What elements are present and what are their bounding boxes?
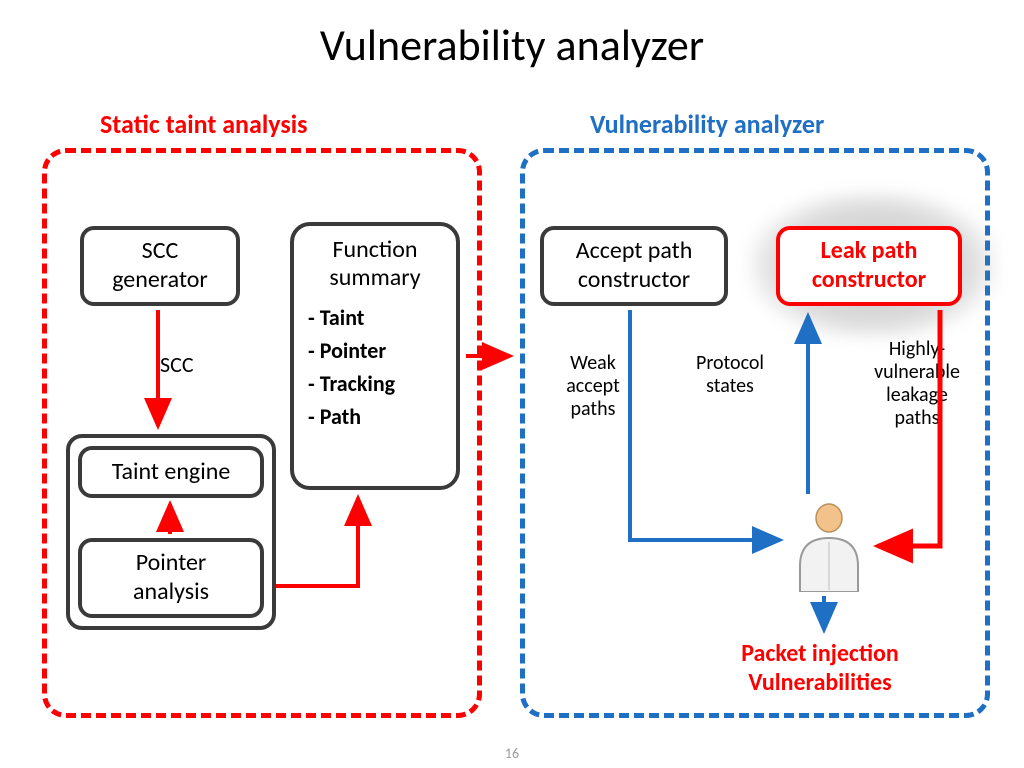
left-panel-label: Static taint analysis: [100, 108, 308, 140]
fn-item-1: - Pointer: [308, 334, 442, 367]
result-label: Packet injectionVulnerabilities: [680, 640, 960, 698]
taint-engine-node: Taint engine: [78, 446, 264, 498]
scc-edge-label: SCC: [160, 352, 194, 377]
protocol-states-label: Protocolstates: [680, 352, 780, 398]
pointer-analysis-node: Pointeranalysis: [78, 538, 264, 618]
user-icon: [790, 500, 868, 592]
weak-accept-label: Weakacceptpaths: [548, 352, 638, 421]
function-summary-node: Functionsummary - Taint - Pointer - Trac…: [290, 222, 460, 490]
function-summary-title: Functionsummary: [308, 236, 442, 291]
accept-path-constructor-node: Accept pathconstructor: [540, 226, 728, 306]
leak-path-constructor-node: Leak pathconstructor: [776, 226, 962, 306]
right-panel-label: Vulnerability analyzer: [590, 108, 824, 140]
slide-title: Vulnerability analyzer: [0, 18, 1024, 72]
fn-item-3: - Path: [308, 400, 442, 433]
function-summary-list: - Taint - Pointer - Tracking - Path: [308, 301, 442, 433]
vuln-leakage-label: Highly-vulnerableleakagepaths: [862, 338, 972, 430]
fn-item-0: - Taint: [308, 301, 442, 334]
page-number: 16: [0, 745, 1024, 762]
scc-generator-node: SCCgenerator: [80, 226, 240, 306]
fn-item-2: - Tracking: [308, 367, 442, 400]
